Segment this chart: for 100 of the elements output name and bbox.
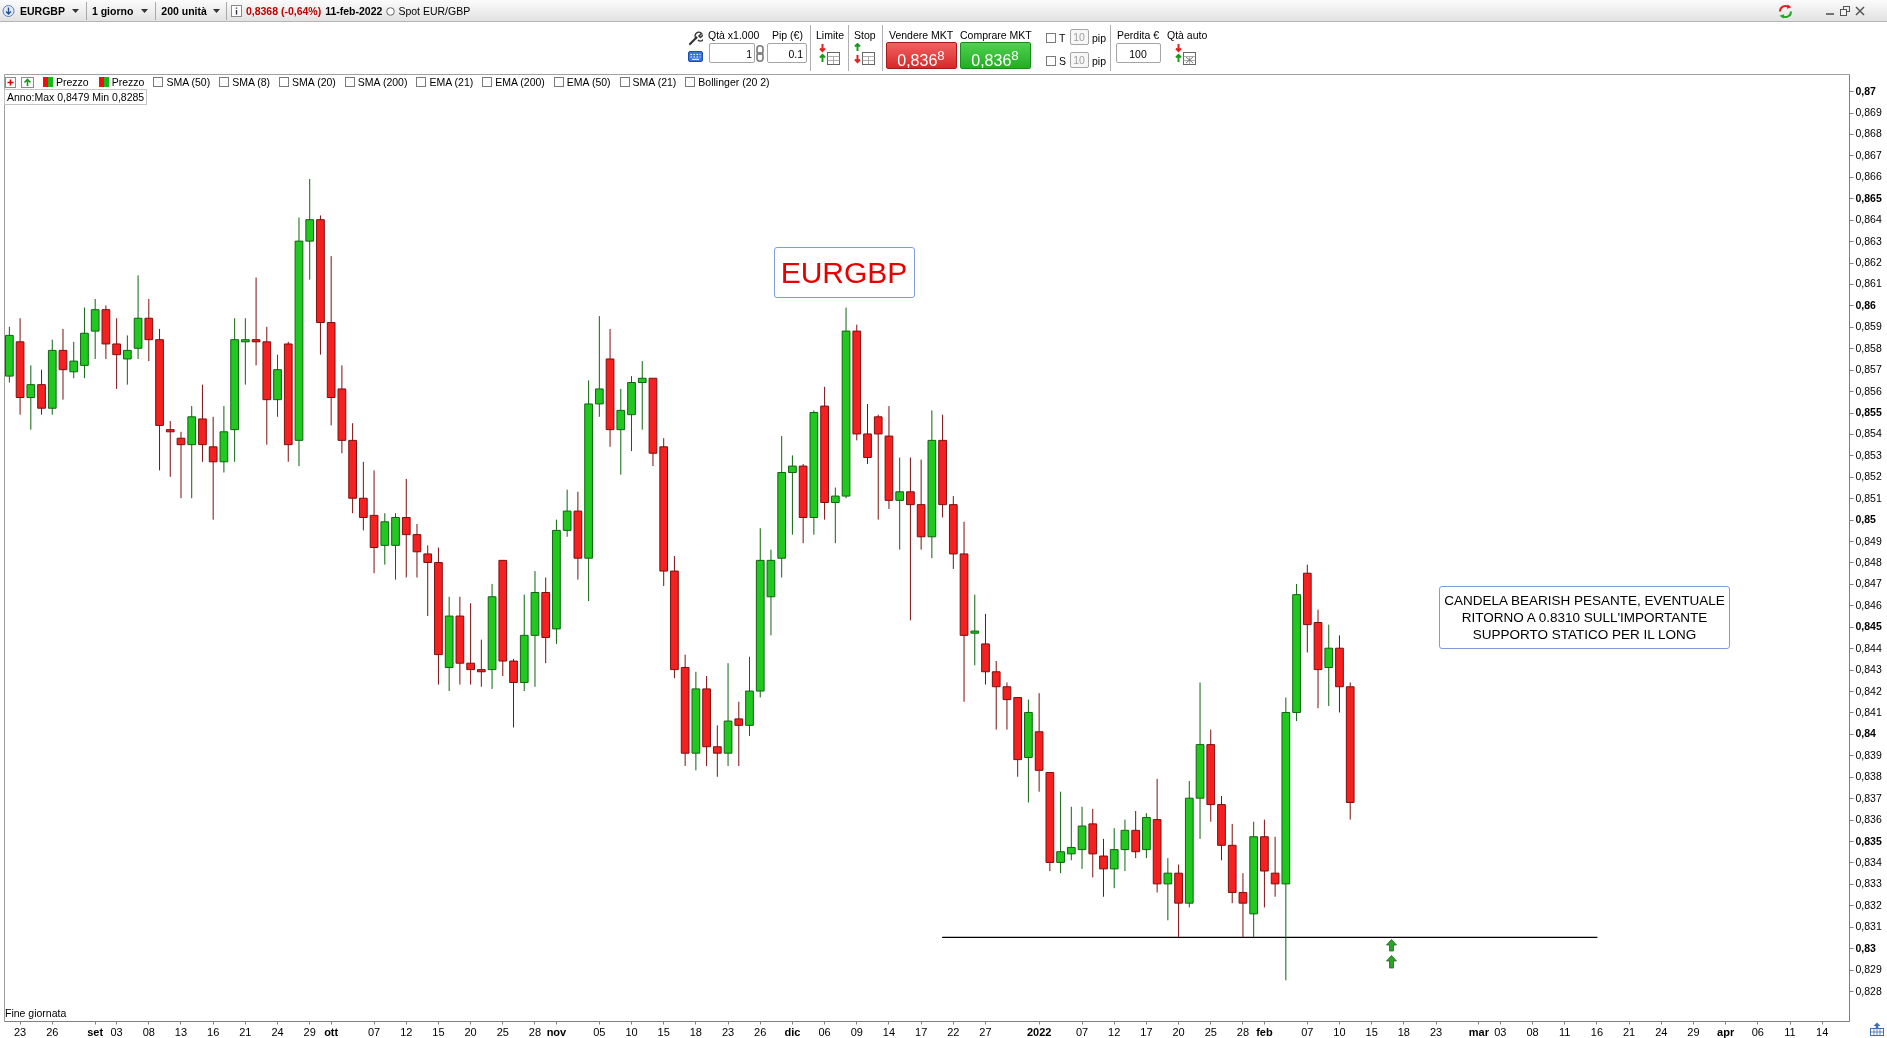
y-tick-label: 0,839	[1855, 748, 1882, 761]
y-tick-label: 0,828	[1855, 984, 1882, 997]
x-tick-label: 11	[1784, 1025, 1796, 1038]
y-tick-label: 0,85	[1855, 513, 1877, 526]
x-tick-label: 26	[754, 1025, 767, 1038]
annotation: Anno:Max 0,8479 Min 0,8285	[4, 89, 148, 105]
text: T	[1059, 32, 1066, 44]
x-tick-label: 14	[1816, 1025, 1829, 1038]
candlestick	[863, 403, 872, 465]
text: 0.1	[788, 48, 803, 60]
y-tick-label: 0,87	[1855, 84, 1877, 97]
candlestick	[1270, 836, 1280, 898]
y-tick-label: 0,832	[1855, 898, 1882, 911]
candlestick	[1077, 806, 1087, 870]
candlestick	[830, 487, 840, 544]
y-tick-label: 0,869	[1855, 106, 1882, 119]
text: 0,8368 (-0,64%)	[245, 5, 322, 17]
y-tick-label: 0,831	[1855, 920, 1882, 933]
text: 0,836$^{8}$	[897, 47, 945, 70]
y-tick-label: 0,863	[1855, 234, 1882, 247]
y-tick-label: 0,859	[1855, 320, 1882, 333]
x-tick-label: 21	[239, 1025, 252, 1038]
x-tick-label: 23	[1429, 1025, 1443, 1038]
x-tick-label: 25	[496, 1025, 509, 1038]
y-tick-label: 0,841	[1855, 705, 1882, 718]
candlestick	[358, 461, 368, 531]
candlestick	[616, 388, 626, 476]
candlestick	[1324, 624, 1334, 707]
x-tick-label: 18	[689, 1025, 702, 1038]
x-tick-label: 18	[1397, 1025, 1410, 1038]
text: Stop	[854, 29, 876, 41]
y-tick-label: 0,854	[1855, 427, 1882, 440]
x-tick-label: 12	[400, 1025, 413, 1038]
x-tick-label: 08	[142, 1025, 155, 1038]
y-tick-label: 0,829	[1855, 963, 1882, 976]
x-tick-label: 2022	[1026, 1025, 1052, 1038]
x-tick-label: 03	[110, 1025, 123, 1038]
annotation: SMA (20)	[292, 76, 336, 88]
candlestick	[69, 341, 79, 379]
x-tick-label: set	[87, 1025, 104, 1038]
annotation: EMA (50)	[566, 76, 611, 88]
candlestick	[26, 364, 36, 431]
text: 0,836$^{8}$	[971, 47, 1019, 70]
text: 100	[1129, 48, 1147, 60]
x-tick-label: 07	[1301, 1025, 1314, 1038]
x-tick-label: 20	[1172, 1025, 1185, 1038]
y-tick-label: 0,847	[1855, 577, 1882, 590]
x-tick-label: 13	[174, 1025, 188, 1038]
annotation: Bollinger (20 2)	[698, 76, 770, 88]
x-tick-label: 10	[1333, 1025, 1346, 1038]
text: Qtà auto	[1167, 29, 1208, 41]
candlestick	[562, 489, 572, 538]
y-tick-label: 0,837	[1855, 791, 1882, 804]
x-tick-label: 20	[464, 1025, 477, 1038]
y-tick-label: 0,845	[1855, 620, 1882, 633]
y-tick-label: 0,866	[1855, 170, 1882, 183]
annotation: SMA (8)	[232, 76, 271, 88]
x-tick-label: 21	[1622, 1025, 1636, 1038]
y-tick-label: 0,868	[1855, 127, 1882, 140]
y-tick-label: 0,836	[1855, 813, 1882, 826]
candlestick	[466, 602, 475, 686]
candlestick	[58, 328, 68, 401]
x-tick-label: 11	[1559, 1025, 1571, 1038]
annotation: EMA (21)	[429, 76, 474, 88]
text: Limite	[816, 29, 845, 41]
y-tick-label: 0,849	[1855, 534, 1882, 547]
x-tick-label: 06	[1751, 1025, 1764, 1038]
y-tick-label: 0,846	[1855, 598, 1882, 611]
annotation: SMA (200)	[357, 76, 408, 88]
candlestick	[380, 512, 390, 566]
x-tick-label: 15	[432, 1025, 445, 1038]
candlestick	[176, 431, 186, 499]
x-tick-label: 28	[528, 1025, 542, 1038]
y-tick-label: 0,834	[1855, 855, 1882, 868]
text: 1	[746, 48, 752, 60]
x-tick-label: nov	[546, 1025, 568, 1038]
candlestick	[1131, 810, 1141, 859]
annotation: SMA (50)	[166, 76, 211, 88]
text: 10	[1073, 31, 1085, 43]
x-tick-label: 29	[1687, 1025, 1700, 1038]
y-tick-label: 0,855	[1855, 406, 1882, 419]
x-tick-label: 23	[13, 1025, 27, 1038]
y-tick-label: 0,861	[1855, 277, 1882, 290]
x-tick-label: 10	[625, 1025, 638, 1038]
x-tick-label: 25	[1204, 1025, 1217, 1038]
x-tick-label: dic	[784, 1025, 801, 1038]
x-tick-label: 06	[818, 1025, 831, 1038]
y-tick-label: 0,84	[1855, 727, 1877, 740]
x-tick-label: 07	[367, 1025, 381, 1038]
x-tick-label: 17	[915, 1025, 928, 1038]
text: pip	[1092, 55, 1107, 67]
candlestick	[637, 360, 647, 431]
text: 11-feb-2022	[325, 5, 383, 17]
x-tick-label: 23	[721, 1025, 735, 1038]
y-tick-label: 0,833	[1855, 877, 1882, 890]
text: Spot EUR/GBP	[398, 5, 471, 17]
candlestick	[305, 178, 315, 281]
candlestick	[873, 414, 883, 521]
candlestick	[906, 457, 915, 621]
x-tick-label: 29	[303, 1025, 316, 1038]
